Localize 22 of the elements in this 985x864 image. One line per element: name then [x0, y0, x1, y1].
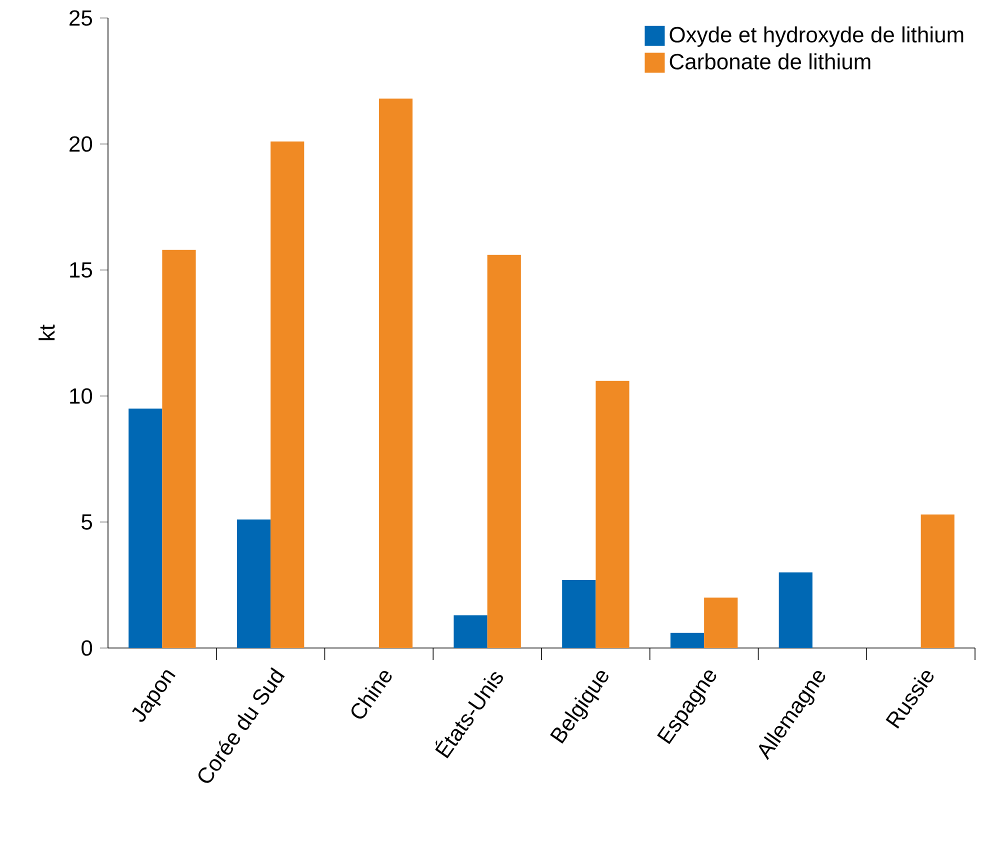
bar — [270, 141, 304, 648]
legend-label: Oxyde et hydroxyde de lithium — [670, 26, 964, 47]
y-tick-label: 0 — [82, 640, 92, 656]
y-tick-label: 10 — [70, 388, 92, 404]
y-tick-label: 25 — [70, 10, 92, 26]
bar — [704, 598, 738, 648]
bar — [487, 254, 521, 648]
legend-label: Carbonate de lithium — [670, 53, 870, 70]
bar — [162, 250, 196, 648]
bar — [670, 632, 704, 648]
bar — [128, 408, 162, 648]
bar — [596, 380, 630, 648]
bar — [920, 514, 954, 648]
y-axis-title: kt — [38, 324, 55, 340]
bar — [778, 572, 812, 648]
bar — [562, 580, 596, 648]
bar — [454, 615, 488, 648]
bar — [378, 98, 413, 648]
y-tick-label: 20 — [70, 136, 92, 152]
bar — [236, 519, 271, 648]
y-tick-label: 15 — [70, 262, 92, 278]
y-tick-label: 5 — [82, 514, 92, 530]
